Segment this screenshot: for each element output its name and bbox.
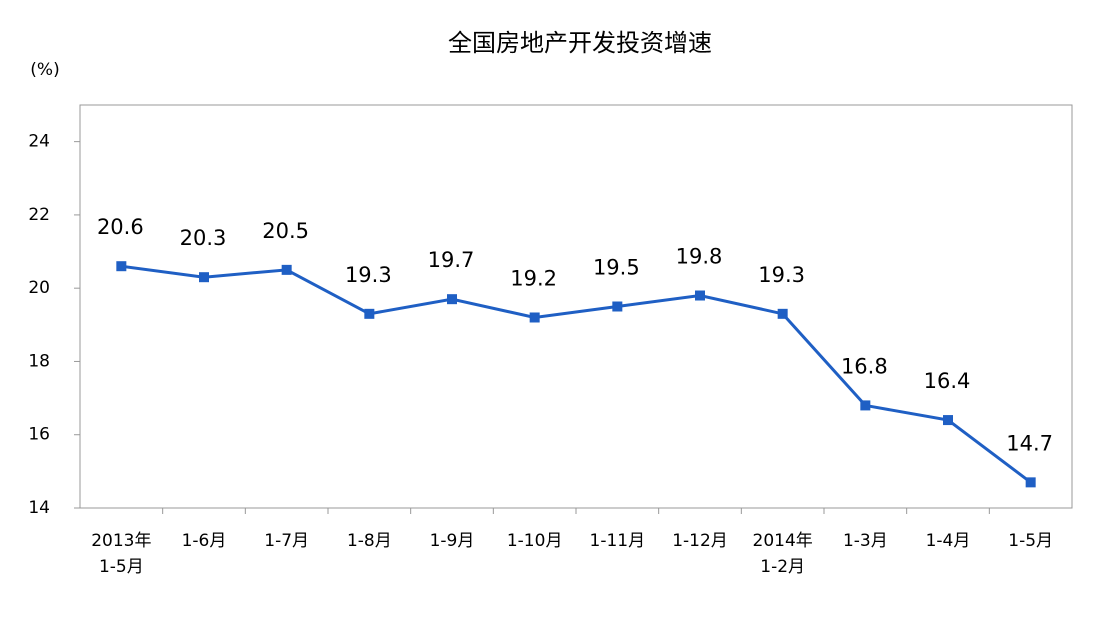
marker xyxy=(364,308,375,319)
marker xyxy=(612,301,623,312)
x-tick-label: 2013年 1-5月 xyxy=(91,531,152,577)
y-tick-label: 16 xyxy=(28,425,50,445)
data-label: 19.8 xyxy=(676,245,723,269)
marker xyxy=(116,261,127,272)
x-tick-label: 1-7月 xyxy=(264,531,310,551)
data-label: 19.3 xyxy=(345,263,392,287)
data-label: 20.3 xyxy=(180,226,227,250)
x-tick-label: 1-5月 xyxy=(1008,531,1054,551)
x-tick-label: 2014年 1-2月 xyxy=(752,531,813,577)
y-tick-label: 22 xyxy=(28,205,50,225)
y-tick-label: 20 xyxy=(28,278,50,298)
x-tick-label: 1-3月 xyxy=(842,531,888,551)
series-line xyxy=(121,264,1032,484)
y-tick-label: 14 xyxy=(28,498,50,518)
x-tick-label: 1-10月 xyxy=(506,531,563,551)
marker xyxy=(529,312,540,323)
data-label: 16.8 xyxy=(841,354,888,378)
data-label: 19.5 xyxy=(593,256,640,280)
y-tick-label: 18 xyxy=(28,351,50,371)
data-label: 20.6 xyxy=(97,215,144,239)
x-tick-label: 1-9月 xyxy=(429,531,475,551)
marker xyxy=(281,264,292,275)
y-tick-label: 24 xyxy=(28,132,50,152)
marker xyxy=(199,272,209,283)
chart-title: 全国房地产开发投资增速 xyxy=(448,29,712,57)
data-label: 14.7 xyxy=(1006,431,1053,455)
marker xyxy=(943,415,953,426)
marker xyxy=(1025,477,1036,488)
x-tick-label: 1-12月 xyxy=(672,531,728,551)
data-label: 20.5 xyxy=(262,219,309,243)
y-axis-label: (%) xyxy=(30,60,59,80)
data-label: 19.3 xyxy=(758,263,805,287)
x-tick-label: 1-8月 xyxy=(346,531,392,551)
data-label: 19.2 xyxy=(510,266,557,290)
data-label: 19.7 xyxy=(428,248,475,272)
x-tick-label: 1-6月 xyxy=(181,531,227,551)
plot-frame xyxy=(79,104,1073,509)
marker xyxy=(777,308,788,319)
marker xyxy=(695,290,705,301)
marker xyxy=(447,294,457,305)
data-label: 16.4 xyxy=(924,369,971,393)
x-tick-label: 1-4月 xyxy=(925,531,971,551)
marker xyxy=(860,400,871,411)
x-tick-label: 1-11月 xyxy=(589,531,646,551)
